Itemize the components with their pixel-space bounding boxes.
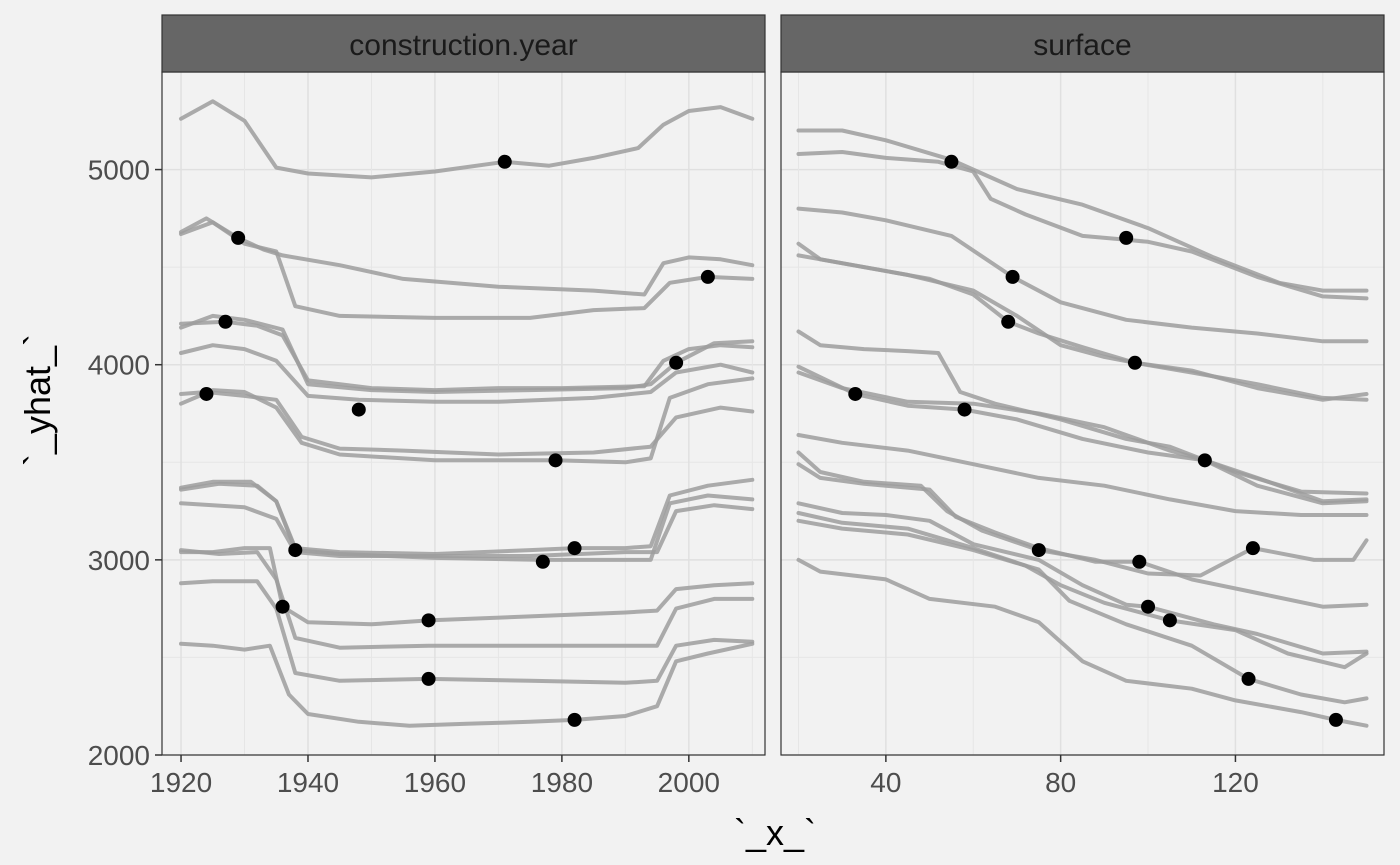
observed-point-2 — [700, 269, 715, 284]
series-line-8 — [796, 433, 1369, 517]
strip-surface — [780, 14, 1385, 73]
x-tick-label: 1980 — [531, 767, 593, 798]
x-axis-title: `_x_` — [734, 812, 816, 853]
observed-point-10 — [288, 543, 303, 558]
series-line-13 — [796, 518, 1369, 705]
panel-background — [781, 72, 1384, 755]
strip-label-surface: surface — [1033, 29, 1131, 62]
panel-observed-points — [199, 154, 715, 727]
observed-point-1 — [1119, 230, 1134, 245]
observed-point-2 — [1005, 269, 1020, 284]
series-line-7 — [179, 376, 755, 465]
observed-point-3 — [1001, 314, 1016, 329]
observed-point-12 — [421, 613, 436, 628]
x-tick-label: 80 — [1045, 767, 1076, 798]
series-line-14 — [179, 641, 755, 728]
y-tick-label: 3000 — [88, 545, 150, 576]
y-tick-label: 5000 — [88, 155, 150, 186]
series-line-14 — [796, 557, 1369, 728]
x-axis-ticks: 40 80 120 — [870, 755, 1259, 798]
observed-point-0 — [944, 154, 959, 169]
y-axis-title: `_yhat_` — [17, 334, 58, 466]
series-line-5 — [179, 343, 755, 404]
series-line-12 — [179, 548, 755, 650]
observed-point-4 — [669, 355, 684, 370]
x-tick-label: 1940 — [277, 767, 339, 798]
series-line-3 — [179, 319, 755, 393]
panel-series-lines — [796, 128, 1369, 728]
observed-point-7 — [548, 453, 563, 468]
series-line-2 — [796, 206, 1369, 344]
observed-point-6 — [199, 386, 214, 401]
series-line-11 — [796, 501, 1369, 656]
series-line-2 — [179, 220, 755, 320]
observed-point-13 — [1241, 671, 1256, 686]
panel-observed-points — [848, 154, 1343, 727]
observed-point-4 — [1127, 355, 1142, 370]
series-line-12 — [796, 511, 1369, 670]
observed-point-10 — [1132, 554, 1147, 569]
x-axis-ticks: 1920 1940 1960 1980 2000 — [150, 755, 720, 798]
observed-point-9 — [535, 554, 550, 569]
observed-point-1 — [231, 230, 246, 245]
y-tick-label: 2000 — [88, 740, 150, 771]
x-tick-label: 2000 — [658, 767, 720, 798]
series-line-4 — [796, 253, 1369, 402]
panel-construction-year: construction.year 1920 1940 1960 1980 2000 — [150, 14, 766, 798]
observed-point-9 — [1031, 543, 1046, 558]
x-tick-label: 1960 — [404, 767, 466, 798]
observed-point-8 — [1245, 541, 1260, 556]
series-line-6 — [179, 390, 755, 457]
series-line-10 — [179, 501, 755, 558]
y-axis-ticks: 2000 3000 4000 5000 — [88, 155, 162, 771]
observed-point-6 — [848, 386, 863, 401]
x-tick-label: 40 — [870, 767, 901, 798]
series-line-7 — [796, 370, 1369, 504]
observed-point-12 — [1162, 613, 1177, 628]
x-tick-label: 1920 — [150, 767, 212, 798]
observed-point-5 — [351, 402, 366, 417]
observed-point-11 — [275, 599, 290, 614]
observed-point-13 — [421, 671, 436, 686]
observed-point-14 — [567, 712, 582, 727]
y-tick-label: 4000 — [88, 350, 150, 381]
panel-surface: surface 40 80 120 — [780, 14, 1385, 798]
strip-label-construction-year: construction.year — [349, 29, 577, 62]
observed-point-3 — [218, 314, 233, 329]
observed-point-5 — [957, 402, 972, 417]
series-line-1 — [796, 150, 1369, 301]
observed-point-7 — [1197, 453, 1212, 468]
observed-point-8 — [567, 541, 582, 556]
series-line-6 — [796, 364, 1369, 506]
series-line-11 — [179, 546, 755, 627]
observed-point-14 — [1328, 712, 1343, 727]
strip-construction-year — [161, 14, 766, 73]
observed-point-11 — [1141, 599, 1156, 614]
observed-point-0 — [497, 154, 512, 169]
x-tick-label: 120 — [1212, 767, 1259, 798]
